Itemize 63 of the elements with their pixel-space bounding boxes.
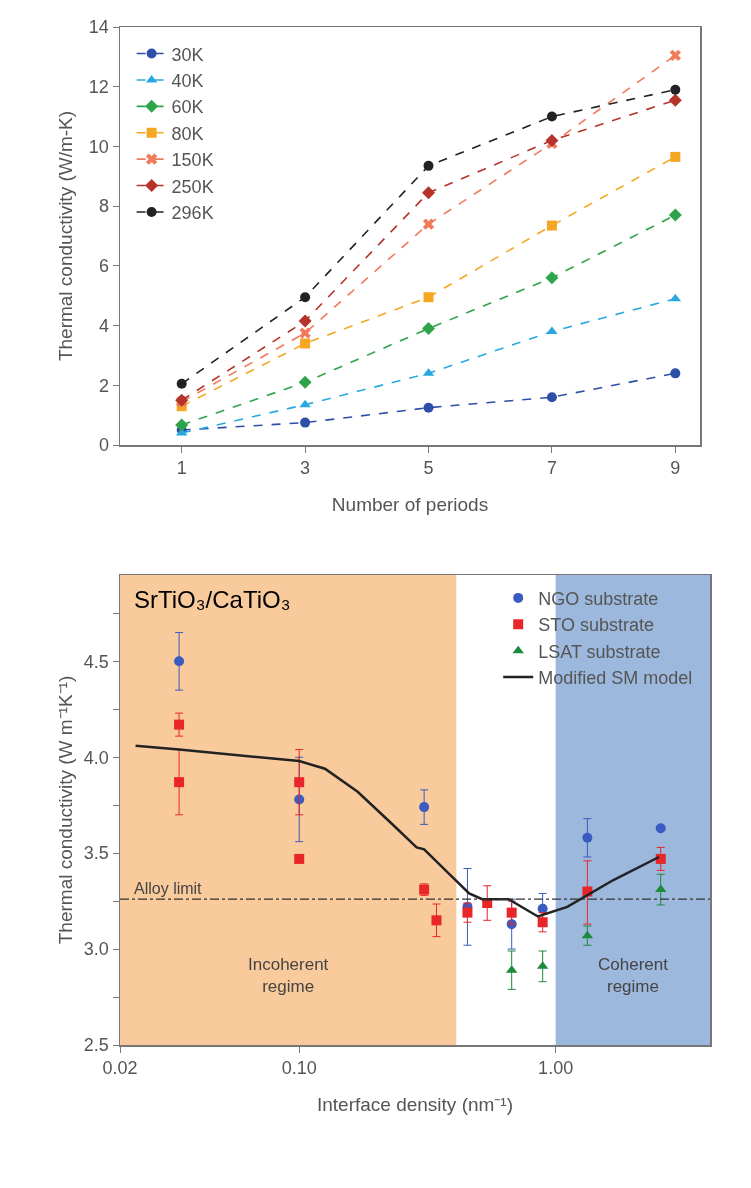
point — [668, 93, 682, 107]
point — [422, 322, 436, 336]
point — [668, 208, 682, 222]
x-tick-label: 0.10 — [281, 1058, 317, 1079]
point — [423, 160, 434, 171]
y-tick-label: 2.5 — [83, 1035, 109, 1056]
legend-label: 80K — [171, 123, 204, 144]
annotation: SrTiO₃/CaTiO₃ — [134, 586, 291, 613]
legend-label: 30K — [171, 44, 204, 65]
point — [299, 399, 311, 408]
point — [423, 402, 434, 413]
point — [546, 111, 557, 122]
point — [175, 418, 189, 432]
x-tick-label: 7 — [546, 458, 557, 479]
y-tick-label: 4.0 — [83, 747, 109, 768]
point — [298, 375, 312, 389]
point — [545, 271, 559, 285]
point — [669, 49, 681, 62]
point — [670, 368, 681, 379]
x-axis-title: Interface density (nm⁻¹) — [316, 1094, 514, 1115]
point — [423, 292, 434, 303]
y-tick-label: 8 — [98, 196, 109, 217]
x-axis-title: Number of periods — [331, 494, 489, 515]
y-tick-label: 10 — [88, 136, 109, 157]
y-tick-label: 4 — [98, 315, 109, 336]
point — [300, 338, 311, 349]
legend-label: 250K — [171, 176, 214, 197]
ref-line-label: Alloy limit — [134, 880, 203, 897]
y-tick-label: 14 — [88, 17, 109, 38]
point — [300, 417, 311, 428]
band-label: Incoherent regime — [248, 955, 329, 997]
y-tick-label: 2 — [98, 375, 109, 396]
x-tick-label: 3 — [300, 458, 311, 479]
point — [176, 378, 187, 389]
x-tick-label: 0.02 — [102, 1058, 138, 1079]
y-tick-label: 3.0 — [83, 939, 109, 960]
point — [300, 292, 311, 303]
point — [546, 392, 557, 403]
legend-label: 40K — [171, 70, 204, 91]
y-tick-label: 4.5 — [83, 651, 109, 672]
legend-label: 150K — [171, 150, 214, 171]
point — [670, 84, 681, 95]
y-axis-title: Thermal conductivity (W m⁻¹K⁻¹) — [54, 675, 76, 945]
y-axis-title: Thermal conductivity (W/m-K) — [54, 110, 76, 362]
y-tick-label: 3.5 — [83, 843, 109, 864]
point — [670, 151, 681, 162]
point — [546, 326, 558, 335]
band-label: Coherent regime — [598, 955, 669, 997]
point — [422, 218, 435, 230]
x-tick-label: 9 — [670, 458, 681, 479]
point — [299, 327, 311, 339]
legend-label: 296K — [171, 202, 214, 223]
y-tick-label: 6 — [98, 256, 109, 277]
x-tick-label: 1.00 — [538, 1058, 574, 1079]
point — [422, 186, 436, 200]
y-tick-label: 12 — [88, 77, 109, 98]
x-tick-label: 5 — [423, 458, 434, 479]
point — [298, 314, 312, 328]
point — [546, 220, 557, 231]
y-tick-label: 0 — [98, 435, 109, 456]
x-tick-label: 1 — [176, 458, 187, 479]
point — [545, 133, 559, 147]
legend-label: 60K — [171, 97, 204, 118]
